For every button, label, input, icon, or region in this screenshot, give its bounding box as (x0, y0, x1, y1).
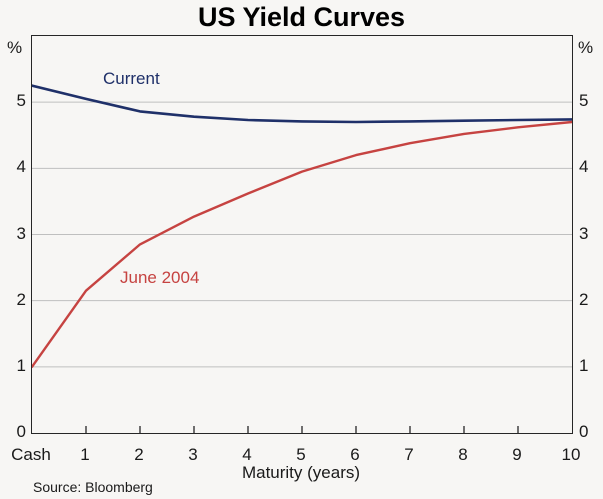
y-axis-label-left-5: 5 (16, 91, 26, 111)
x-axis-label-9: 9 (512, 445, 522, 464)
y-axis-label-left-1: 1 (16, 355, 26, 375)
yield-curve-chart (32, 84, 572, 433)
y-axis-label-left-4: 4 (16, 157, 26, 177)
y-axis-label-right-3: 3 (579, 223, 589, 243)
x-axis-label-6: 6 (350, 445, 360, 464)
x-axis-label-cash: Cash (11, 445, 51, 464)
line-series-current (32, 84, 572, 124)
y-axis-unit-right: % (578, 38, 594, 57)
y-axis-label-left-2: 2 (16, 289, 26, 309)
y-axis-unit-left: % (7, 38, 23, 57)
x-axis-title: Maturity (years) (241, 463, 361, 482)
line-series-june-2004 (32, 120, 572, 368)
y-axis-label-left-0: 0 (16, 422, 26, 441)
chart-title: US Yield Curves (197, 2, 406, 32)
series-label-june-2004: June 2004 (120, 268, 200, 287)
x-axis-label-3: 3 (188, 445, 198, 464)
x-axis-label-10: 10 (561, 445, 581, 464)
y-axis-label-right-4: 4 (579, 157, 589, 177)
y-axis-label-right-5: 5 (579, 91, 589, 111)
x-axis-label-4: 4 (242, 445, 252, 464)
x-axis-label-8: 8 (458, 445, 468, 464)
x-axis-label-5: 5 (296, 445, 306, 464)
y-axis-label-left-3: 3 (16, 223, 26, 243)
x-axis-label-7: 7 (404, 445, 414, 464)
plot-area (31, 35, 573, 434)
series-label-current: Current (103, 69, 160, 88)
y-axis-label-right-1: 1 (579, 355, 589, 375)
source-note: Source: Bloomberg (33, 479, 153, 495)
x-axis-label-1: 1 (80, 445, 90, 464)
y-axis-label-right-2: 2 (579, 289, 589, 309)
x-axis-label-2: 2 (134, 445, 144, 464)
y-axis-label-right-0: 0 (579, 422, 589, 441)
